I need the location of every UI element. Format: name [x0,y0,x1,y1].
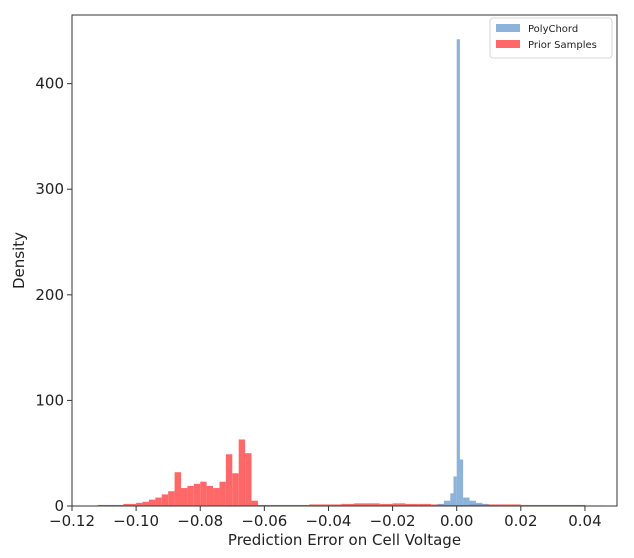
legend-label-polychord: PolyChord [528,24,578,35]
prior-samples-bar-7 [155,497,162,506]
prior-samples-bar-33 [405,503,419,506]
polychord-bar-1 [443,500,451,506]
x-tick-label: −0.10 [113,512,159,530]
x-tick-label: −0.04 [305,512,351,530]
polychord-bar-2 [450,493,454,506]
y-tick-label: 200 [35,286,64,304]
prior-samples-bar-4 [136,502,143,506]
prior-samples-bar-17 [219,481,226,506]
prior-samples-bar-11 [181,488,188,506]
x-tick-label: 0.02 [504,512,537,530]
y-axis-label: Density [10,232,28,289]
prior-samples-bar-19 [232,473,239,506]
prior-samples-bar-10 [174,472,181,506]
prior-samples-bar-24 [270,504,284,506]
polychord-bar-5 [459,459,464,506]
prior-samples-bar-31 [379,503,393,506]
prior-samples-bar-2 [123,503,130,506]
prior-samples-bar-1 [110,504,124,506]
prior-samples-bar-28 [341,503,355,506]
prior-samples-bar-34 [418,503,432,506]
prior-samples-bar-39 [520,504,553,506]
y-tick-label: 400 [35,75,64,93]
x-tick-label: −0.06 [241,512,287,530]
polychord-bar-6 [463,497,470,506]
x-axis-label: Prediction Error on Cell Voltage [228,531,461,549]
polychord-bar-4 [456,39,460,507]
legend-swatch-prior-samples [496,40,520,48]
prior-samples-bar-0 [97,504,111,506]
y-tick-label: 100 [35,391,64,409]
prior-samples-bar-23 [257,504,271,506]
prior-samples-bar-27 [328,504,342,506]
x-tick-label: −0.12 [49,512,95,530]
prior-samples-bar-8 [161,494,169,506]
prior-samples-bar-21 [245,453,252,506]
prior-samples-bar-15 [206,485,214,506]
x-tick-label: −0.08 [177,512,223,530]
polychord-bar-10 [488,504,502,506]
y-tick-label: 0 [54,497,64,515]
prior-samples-bar-29 [354,503,367,506]
prior-samples-bar-32 [392,503,406,506]
prior-samples-bar-12 [187,485,194,506]
prior-samples-bar-22 [251,500,258,506]
prior-samples-bar-26 [309,504,329,506]
prior-samples-bar-38 [495,504,521,506]
prior-samples-bar-40 [552,504,585,506]
legend-swatch-polychord [496,24,520,32]
polychord-bar-9 [482,503,489,506]
polychord-bar-7 [469,500,476,506]
plot-frame [71,14,618,507]
polychord-bar-3 [453,476,457,506]
prior-samples-bar-13 [193,483,201,506]
prior-samples-bar-6 [148,499,156,506]
legend: PolyChord Prior Samples [489,17,613,59]
y-tick-label: 300 [35,180,64,198]
x-tick-label: 0.00 [440,512,473,530]
legend-box [489,17,613,59]
prior-samples-bar-30 [366,503,380,506]
prior-samples-bar-16 [213,488,220,506]
legend-label-prior-samples: Prior Samples [528,40,597,51]
prior-samples-bar-5 [142,501,149,506]
prior-samples-bar-14 [200,481,207,506]
prior-samples-bar-9 [168,491,175,506]
prior-samples-bar-18 [225,454,233,506]
y-axis-ticks: 0 100 200 300 400 [35,75,72,515]
polychord-bars [437,39,502,507]
prior-samples-bar-20 [238,439,246,506]
polychord-bar-0 [437,503,444,506]
prior-samples-bar-3 [129,503,137,506]
polychord-bar-8 [475,502,483,506]
x-axis-ticks: −0.12 −0.10 −0.08 −0.06 −0.04 −0.02 0.00 0.02 0.… [49,506,602,530]
x-tick-label: −0.02 [370,512,416,530]
x-tick-label: 0.04 [568,512,601,530]
prior-samples-bar-25 [283,504,310,506]
